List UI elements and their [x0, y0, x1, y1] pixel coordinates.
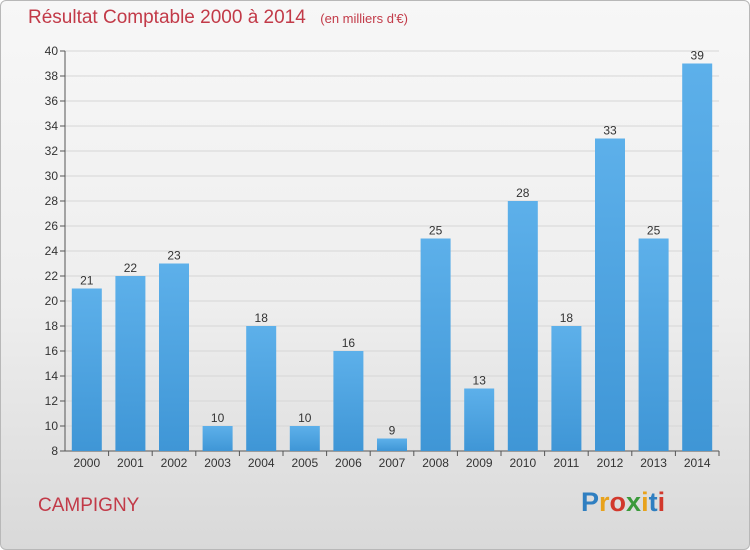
logo-letter: o	[609, 487, 627, 517]
bar	[420, 238, 451, 451]
y-tick-label: 40	[45, 44, 59, 58]
bar-value-label: 25	[429, 224, 443, 238]
x-tick-label: 2014	[684, 456, 711, 470]
bar	[159, 263, 189, 451]
bar	[377, 438, 407, 451]
y-tick-label: 28	[45, 194, 59, 208]
x-tick-label: 2000	[73, 456, 100, 470]
y-tick-label: 22	[45, 269, 59, 283]
x-tick-label: 2004	[248, 456, 275, 470]
x-tick-label: 2002	[161, 456, 188, 470]
bar-value-label: 10	[298, 411, 312, 425]
x-tick-label: 2010	[509, 456, 536, 470]
bar	[289, 426, 320, 451]
y-tick-label: 14	[45, 369, 59, 383]
chart-subtitle: (en milliers d'€)	[320, 11, 408, 26]
bar-value-label: 16	[342, 336, 356, 350]
bar	[333, 351, 364, 451]
x-tick-label: 2013	[640, 456, 667, 470]
bar	[71, 288, 102, 451]
bar	[246, 326, 277, 451]
bar	[595, 138, 625, 451]
x-tick-label: 2005	[291, 456, 318, 470]
x-tick-label: 2003	[204, 456, 231, 470]
chart-title: Résultat Comptable 2000 à 2014	[28, 7, 306, 28]
logo-letter: i	[641, 487, 649, 517]
bar-value-label: 9	[389, 424, 396, 438]
logo-letter: t	[648, 487, 658, 517]
y-tick-label: 20	[45, 294, 59, 308]
logo-letter: r	[599, 487, 610, 517]
bar-value-label: 23	[167, 249, 181, 263]
bar-value-label: 33	[603, 124, 617, 138]
bar	[551, 326, 582, 451]
location-name: CAMPIGNY	[38, 495, 140, 516]
x-tick-label: 2001	[117, 456, 144, 470]
bar-value-label: 18	[255, 311, 269, 325]
bar-value-label: 25	[647, 224, 661, 238]
bar-value-label: 39	[691, 49, 705, 63]
y-tick-label: 32	[45, 144, 59, 158]
y-tick-label: 24	[45, 244, 59, 258]
x-tick-label: 2007	[379, 456, 406, 470]
y-tick-label: 30	[45, 169, 59, 183]
logo-letter: P	[581, 487, 600, 517]
bar	[115, 276, 146, 451]
logo-letter: x	[626, 487, 642, 517]
bar-value-label: 18	[560, 311, 574, 325]
y-tick-label: 18	[45, 319, 59, 333]
x-tick-label: 2011	[553, 456, 579, 470]
bar	[638, 238, 669, 451]
bar-value-label: 13	[473, 374, 487, 388]
x-tick-label: 2008	[422, 456, 449, 470]
y-tick-label: 12	[45, 394, 59, 408]
x-tick-label: 2009	[466, 456, 493, 470]
y-tick-label: 38	[45, 69, 59, 83]
bar-value-label: 22	[124, 261, 138, 275]
y-tick-label: 36	[45, 94, 59, 108]
bar	[464, 388, 495, 451]
bar	[507, 201, 538, 451]
x-tick-label: 2006	[335, 456, 362, 470]
x-tick-label: 2012	[597, 456, 624, 470]
y-tick-label: 10	[45, 419, 59, 433]
y-tick-label: 34	[45, 119, 59, 133]
bar	[682, 63, 713, 451]
bar-value-label: 28	[516, 186, 530, 200]
logo-letter: i	[657, 487, 666, 517]
y-tick-label: 26	[45, 219, 59, 233]
bar	[202, 426, 233, 451]
proxiti-logo: Proxiti	[581, 487, 665, 518]
bar-value-label: 21	[80, 274, 94, 288]
bar-value-label: 10	[211, 411, 225, 425]
y-tick-label: 16	[45, 344, 59, 358]
chart-title-block: Résultat Comptable 2000 à 2014 (en milli…	[28, 7, 408, 29]
y-tick-label: 8	[51, 444, 58, 458]
